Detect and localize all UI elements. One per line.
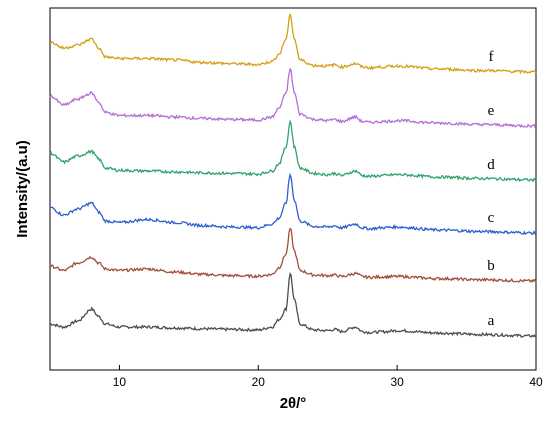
curve-label-b: b bbox=[487, 258, 495, 274]
x-tick-label: 30 bbox=[390, 375, 404, 389]
x-tick-label: 40 bbox=[529, 375, 543, 389]
series-line-e bbox=[49, 67, 537, 129]
x-tick-label: 20 bbox=[252, 375, 266, 389]
curve-label-e: e bbox=[488, 103, 495, 119]
curve-label-layer: a b c d e f bbox=[487, 49, 495, 329]
x-tick-label: 10 bbox=[113, 375, 127, 389]
series-line-c bbox=[49, 172, 537, 236]
series-layer bbox=[49, 13, 537, 338]
curve-label-c: c bbox=[488, 210, 495, 226]
plot-frame bbox=[49, 7, 537, 371]
x-axis-ticks: 10 20 30 40 bbox=[113, 365, 543, 389]
series-line-d bbox=[49, 119, 537, 183]
series-line-a bbox=[49, 272, 537, 338]
curve-label-a: a bbox=[488, 313, 495, 329]
x-axis-title: 2θ/° bbox=[280, 395, 307, 412]
curve-label-d: d bbox=[487, 157, 495, 173]
series-line-f bbox=[49, 13, 537, 75]
y-axis-title: Intensity/(a.u) bbox=[14, 140, 31, 238]
curve-label-f: f bbox=[489, 49, 494, 65]
series-line-b bbox=[49, 227, 537, 283]
